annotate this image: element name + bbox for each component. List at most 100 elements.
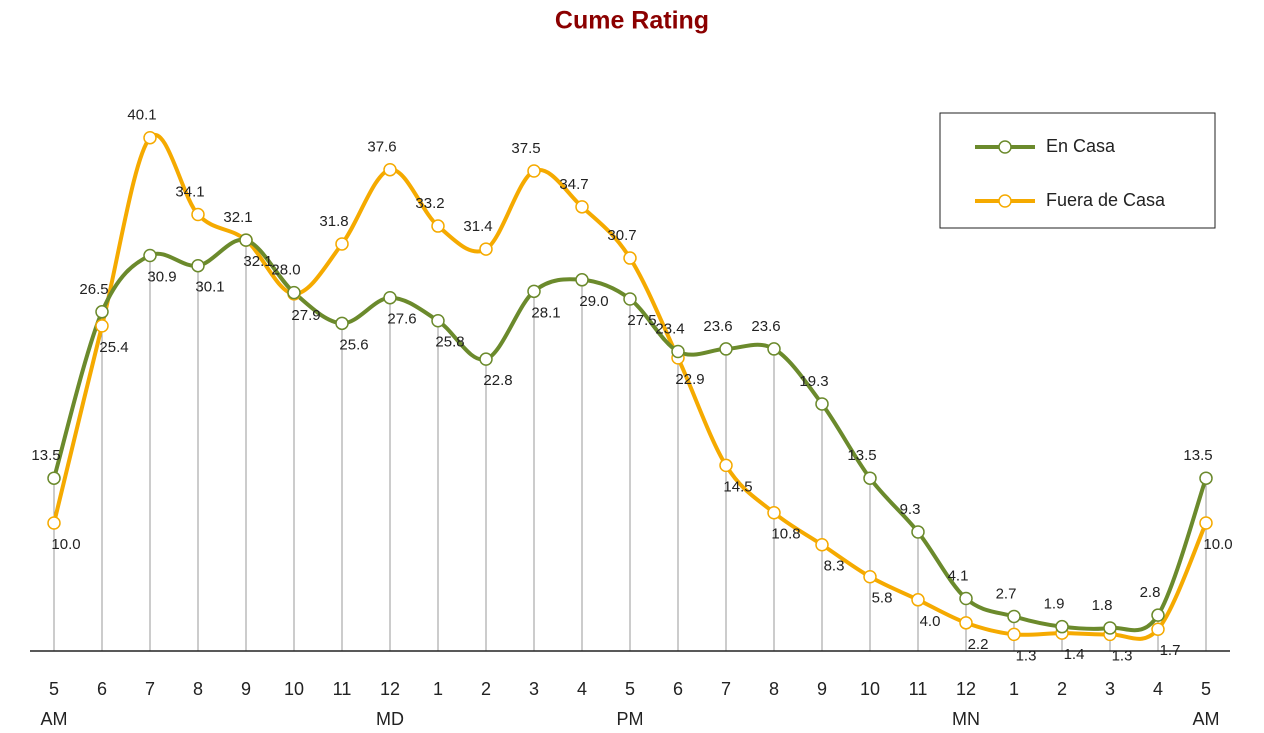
x-tick-label: 12 <box>380 679 400 699</box>
marker <box>191 258 205 273</box>
x-sublabel: AM <box>41 709 68 729</box>
data-label: 1.4 <box>1064 646 1085 663</box>
marker <box>239 233 253 247</box>
x-tick-label: 8 <box>769 679 779 699</box>
data-label: 10.8 <box>771 526 800 543</box>
marker <box>719 342 733 356</box>
data-label: 40.1 <box>127 107 156 124</box>
x-tick-label: 1 <box>1009 679 1019 699</box>
x-sublabel: MD <box>376 709 404 729</box>
marker <box>1199 471 1213 485</box>
data-label: 30.9 <box>147 268 176 285</box>
data-label: 5.8 <box>872 590 893 607</box>
marker <box>623 251 637 265</box>
legend-marker <box>998 140 1012 154</box>
x-tick-label: 5 <box>1201 679 1211 699</box>
marker <box>287 285 301 300</box>
data-label: 14.5 <box>723 478 752 495</box>
marker <box>383 290 397 305</box>
x-tick-label: 9 <box>817 679 827 699</box>
x-tick-label: 11 <box>909 679 928 699</box>
data-label: 30.7 <box>607 227 636 244</box>
data-label: 32.1 <box>243 253 272 270</box>
x-tick-label: 1 <box>433 679 443 699</box>
data-label: 4.1 <box>948 567 969 584</box>
legend-marker <box>998 194 1012 208</box>
data-label: 4.0 <box>920 613 941 630</box>
x-tick-label: 10 <box>860 679 880 699</box>
data-label: 27.9 <box>291 307 320 324</box>
data-label: 13.5 <box>847 447 876 464</box>
data-label: 25.4 <box>99 339 128 356</box>
x-tick-label: 11 <box>333 679 352 699</box>
marker <box>575 200 589 214</box>
data-label: 28.0 <box>271 262 300 279</box>
marker <box>383 162 397 177</box>
data-label: 31.8 <box>319 213 348 230</box>
marker <box>1199 516 1213 530</box>
marker <box>95 305 109 319</box>
marker <box>1103 621 1117 635</box>
data-label: 27.6 <box>387 311 416 328</box>
data-label: 1.7 <box>1160 642 1181 659</box>
data-label: 32.1 <box>223 209 252 226</box>
x-tick-label: 4 <box>1153 679 1163 699</box>
data-label: 1.8 <box>1092 597 1113 614</box>
data-label: 23.4 <box>655 320 684 337</box>
marker <box>767 506 781 520</box>
marker <box>1151 622 1165 636</box>
marker <box>911 593 925 607</box>
x-tick-label: 9 <box>241 679 251 699</box>
marker <box>95 319 109 333</box>
marker <box>863 471 877 485</box>
x-tick-label: 10 <box>284 679 304 699</box>
data-label: 34.1 <box>175 183 204 200</box>
marker <box>143 248 157 263</box>
marker <box>431 314 445 328</box>
data-label: 23.6 <box>703 318 732 335</box>
marker <box>1007 609 1021 624</box>
marker <box>335 316 349 331</box>
x-sublabel: MN <box>952 709 980 729</box>
x-tick-label: 6 <box>97 679 107 699</box>
marker <box>719 458 733 473</box>
marker <box>191 207 205 222</box>
marker <box>1055 619 1069 634</box>
marker <box>767 342 781 356</box>
x-tick-label: 7 <box>721 679 731 699</box>
marker <box>479 352 493 366</box>
data-label: 23.6 <box>751 318 780 335</box>
data-label: 30.1 <box>195 279 224 296</box>
marker <box>1151 608 1165 622</box>
x-tick-label: 5 <box>625 679 635 699</box>
x-tick-label: 7 <box>145 679 155 699</box>
data-label: 2.2 <box>968 636 989 653</box>
x-tick-label: 2 <box>1057 679 1067 699</box>
data-label: 25.6 <box>339 336 368 353</box>
data-label: 37.6 <box>367 139 396 156</box>
data-label: 1.9 <box>1044 596 1065 613</box>
data-label: 26.5 <box>79 281 108 298</box>
data-label: 8.3 <box>824 558 845 575</box>
data-label: 19.3 <box>799 373 828 390</box>
marker <box>335 237 349 251</box>
x-sublabel: PM <box>617 709 644 729</box>
data-label: 1.3 <box>1112 647 1133 664</box>
marker <box>47 516 61 530</box>
data-label: 33.2 <box>415 195 444 212</box>
x-tick-label: 5 <box>49 679 59 699</box>
x-tick-label: 12 <box>956 679 976 699</box>
x-tick-label: 3 <box>529 679 539 699</box>
data-label: 10.0 <box>1203 536 1232 553</box>
marker <box>575 273 589 287</box>
data-label: 28.1 <box>531 304 560 321</box>
data-label: 2.8 <box>1140 584 1161 601</box>
marker <box>527 284 541 299</box>
marker <box>815 397 829 411</box>
marker <box>959 616 973 630</box>
data-label: 22.8 <box>483 372 512 389</box>
data-label: 29.0 <box>579 293 608 310</box>
data-label: 31.4 <box>463 218 492 235</box>
data-label: 1.3 <box>1016 647 1037 664</box>
